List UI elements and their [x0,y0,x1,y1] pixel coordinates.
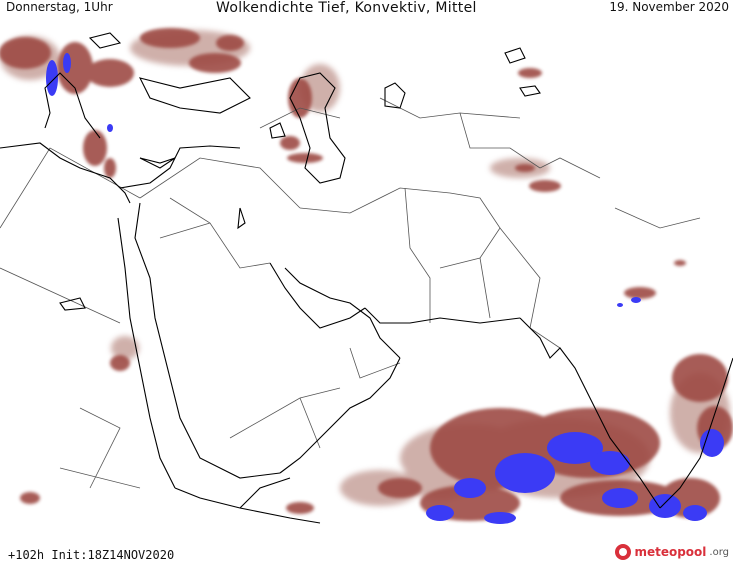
site-logo[interactable]: meteopool .org [615,544,729,560]
model-run-info: +102h Init:18Z14NOV2020 [8,548,175,562]
meteopool-logo-icon [615,544,632,560]
map-title: Wolkendichte Tief, Konvektiv, Mittel [216,0,477,16]
weather-map [0,18,733,526]
cloud-layer [0,28,733,521]
cloud-dense-layer [46,53,724,524]
logo-name: meteopool [634,545,707,559]
coastlines [0,32,733,524]
logo-suffix: .org [709,546,729,558]
map-footer: +102h Init:18Z14NOV2020 meteopool .org [0,526,733,566]
forecast-day-time: Donnerstag, 1Uhr [6,0,113,14]
forecast-date: 19. November 2020 [609,0,729,14]
